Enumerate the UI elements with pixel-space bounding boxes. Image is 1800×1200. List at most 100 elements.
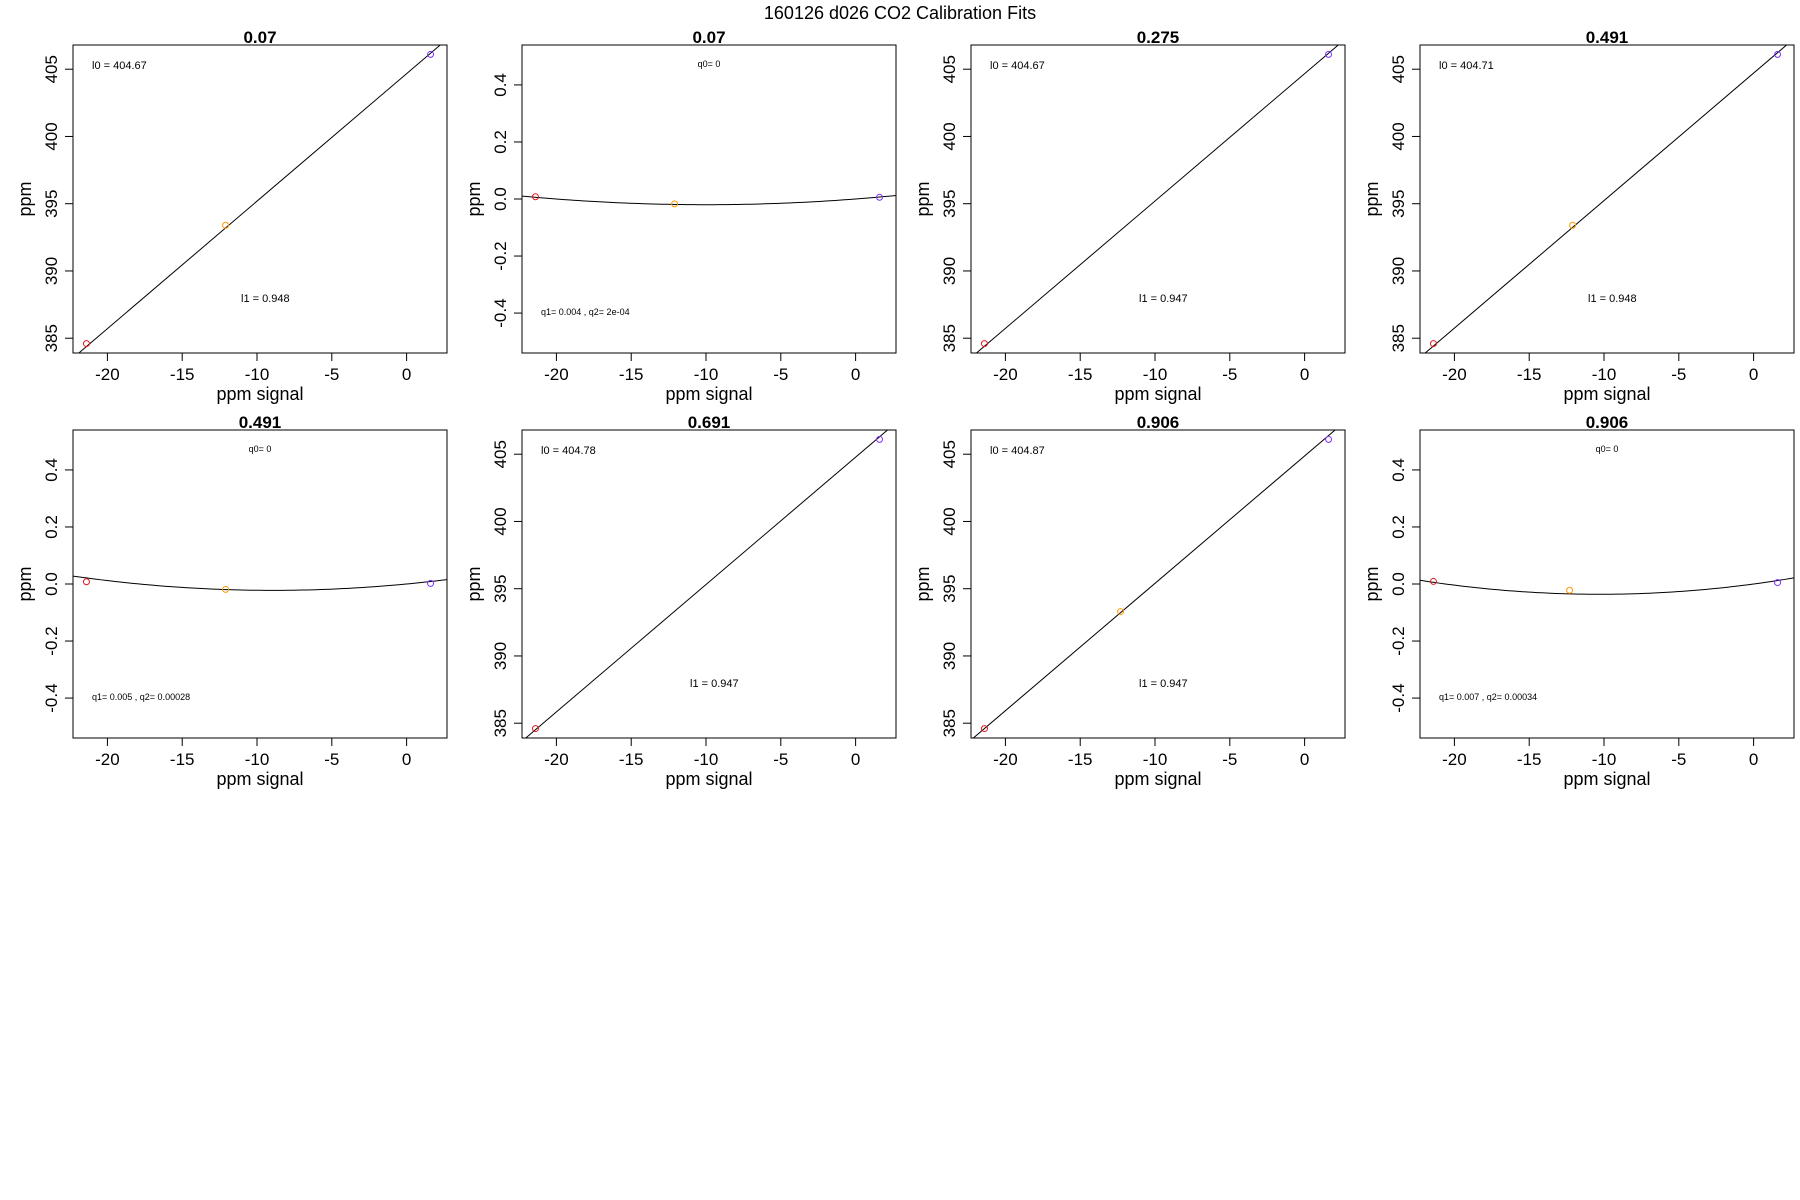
data-point xyxy=(671,200,679,208)
x-tick-label: -20 xyxy=(993,750,1018,769)
y-axis-label: ppm xyxy=(464,181,484,216)
intercept-annotation: l0 = 404.67 xyxy=(990,60,1045,72)
data-point xyxy=(1429,340,1437,348)
quadratic-coef-annotation: q1= 0.005 , q2= 0.00028 xyxy=(92,692,190,702)
x-tick-label: -10 xyxy=(694,365,719,384)
y-tick-label: 385 xyxy=(940,709,959,737)
y-tick-label: 390 xyxy=(42,257,61,285)
calibration-panel: -20 -15 -10 -5 0 -0.4 -0.2 0.0 0.2 0.4 0.491 ppm si… xyxy=(15,413,448,789)
y-tick-label: 0.4 xyxy=(491,73,510,97)
x-tick-label: -5 xyxy=(1222,750,1237,769)
fit-line xyxy=(1420,577,1794,595)
y-tick-label: 0.2 xyxy=(42,515,61,539)
x-tick-label: 0 xyxy=(1749,750,1758,769)
y-tick-label: 0.4 xyxy=(42,458,61,482)
slope-annotation: l1 = 0.947 xyxy=(690,678,739,690)
x-tick-label: -20 xyxy=(95,365,120,384)
x-tick-label: -15 xyxy=(170,750,195,769)
x-tick-label: 0 xyxy=(1300,750,1309,769)
x-axis-label: ppm signal xyxy=(216,384,303,404)
panel-title: 0.07 xyxy=(243,28,276,47)
y-axis-label: ppm xyxy=(1362,566,1382,601)
x-tick-label: -10 xyxy=(245,750,270,769)
y-tick-label: 400 xyxy=(940,122,959,150)
x-tick-label: -5 xyxy=(1671,365,1686,384)
data-point xyxy=(980,340,988,348)
y-tick-label: 385 xyxy=(42,324,61,352)
x-axis-label: ppm signal xyxy=(1563,384,1650,404)
y-tick-label: 395 xyxy=(940,190,959,218)
calibration-panel: -20 -15 -10 -5 0 -0.4 -0.2 0.0 0.2 0.4 0.07 ppm sig… xyxy=(464,28,897,404)
y-axis-label: ppm xyxy=(913,181,933,216)
x-tick-label: -20 xyxy=(544,750,569,769)
fit-line xyxy=(972,430,1336,738)
y-tick-label: 0.2 xyxy=(491,130,510,154)
x-tick-label: 0 xyxy=(1749,365,1758,384)
calibration-panel: -20 -15 -10 -5 0 385 390 395 400 405 0.275 ppm sign… xyxy=(913,28,1346,404)
panel-title: 0.491 xyxy=(1586,28,1629,47)
data-point xyxy=(427,579,435,587)
calibration-panel: -20 -15 -10 -5 0 385 390 395 400 405 0.691 ppm sign… xyxy=(464,413,897,789)
x-tick-label: -15 xyxy=(1068,750,1093,769)
y-tick-label: 395 xyxy=(940,575,959,603)
y-tick-label: 395 xyxy=(491,575,510,603)
panel-title: 0.07 xyxy=(692,28,725,47)
x-tick-label: 0 xyxy=(851,365,860,384)
x-tick-label: 0 xyxy=(402,750,411,769)
y-tick-label: 385 xyxy=(491,709,510,737)
q0-annotation: q0= 0 xyxy=(698,59,721,69)
plot-frame xyxy=(521,429,897,739)
x-tick-label: -15 xyxy=(619,750,644,769)
y-tick-label: 0.0 xyxy=(491,187,510,211)
data-point xyxy=(222,585,230,593)
y-tick-label: 405 xyxy=(42,55,61,83)
calibration-panel: -20 -15 -10 -5 0 385 390 395 400 405 0.07 ppm signa… xyxy=(15,28,448,404)
fit-line xyxy=(522,195,896,206)
y-tick-label: 400 xyxy=(1389,122,1408,150)
x-tick-label: -10 xyxy=(1143,750,1168,769)
panel-title: 0.691 xyxy=(688,413,731,432)
y-tick-label: -0.4 xyxy=(1389,683,1408,712)
x-tick-label: -5 xyxy=(773,365,788,384)
data-point xyxy=(82,578,90,586)
fit-line xyxy=(78,45,441,353)
panel-title: 0.906 xyxy=(1137,413,1180,432)
y-tick-label: 385 xyxy=(1389,324,1408,352)
data-point xyxy=(1429,577,1437,585)
slope-annotation: l1 = 0.947 xyxy=(1139,678,1188,690)
x-tick-label: -15 xyxy=(1517,365,1542,384)
data-point xyxy=(1569,221,1577,229)
x-tick-label: -5 xyxy=(324,365,339,384)
x-tick-label: -5 xyxy=(324,750,339,769)
y-tick-label: -0.4 xyxy=(42,683,61,712)
y-tick-label: -0.4 xyxy=(491,298,510,327)
x-tick-label: 0 xyxy=(851,750,860,769)
x-tick-label: -20 xyxy=(993,365,1018,384)
y-axis-label: ppm xyxy=(913,566,933,601)
x-tick-label: 0 xyxy=(402,365,411,384)
x-tick-label: -5 xyxy=(773,750,788,769)
plot-frame xyxy=(1419,44,1795,354)
x-tick-label: -5 xyxy=(1671,750,1686,769)
q0-annotation: q0= 0 xyxy=(1596,444,1619,454)
data-point xyxy=(1117,608,1125,616)
x-tick-label: -10 xyxy=(694,750,719,769)
x-tick-label: -20 xyxy=(1442,365,1467,384)
x-tick-label: -20 xyxy=(1442,750,1467,769)
y-tick-label: 390 xyxy=(491,642,510,670)
y-tick-label: 400 xyxy=(491,507,510,535)
data-point xyxy=(82,340,90,348)
data-point xyxy=(1325,50,1333,58)
y-tick-label: 395 xyxy=(42,190,61,218)
y-tick-label: 390 xyxy=(940,257,959,285)
intercept-annotation: l0 = 404.78 xyxy=(541,445,596,457)
y-tick-label: 0.2 xyxy=(1389,515,1408,539)
y-axis-label: ppm xyxy=(464,566,484,601)
calibration-panel: -20 -15 -10 -5 0 385 390 395 400 405 0.491 ppm sign… xyxy=(1362,28,1795,404)
q0-annotation: q0= 0 xyxy=(249,444,272,454)
x-tick-label: -15 xyxy=(170,365,195,384)
data-point xyxy=(876,435,884,443)
data-point xyxy=(427,50,435,58)
y-tick-label: 0.4 xyxy=(1389,458,1408,482)
data-point xyxy=(1774,579,1782,587)
